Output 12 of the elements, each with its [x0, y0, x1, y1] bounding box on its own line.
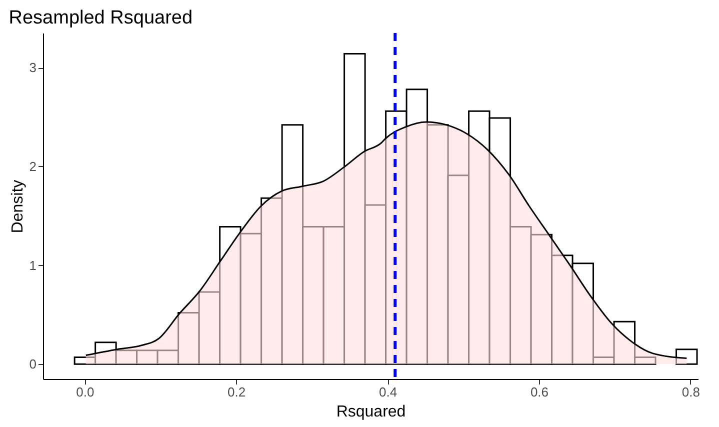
x-tick-label: 0.0: [76, 384, 94, 400]
y-tick-label: 3: [29, 60, 36, 76]
y-tick-label: 0: [29, 356, 36, 372]
x-tick-label: 0.6: [530, 384, 549, 400]
y-tick-label: 2: [29, 158, 36, 174]
chart-title: Resampled Rsquared: [8, 8, 193, 28]
x-axis-title: Rsquared: [336, 404, 406, 420]
x-tick-label: 0.4: [379, 384, 398, 400]
x-tick-label: 0.8: [682, 384, 700, 400]
y-tick-label: 1: [29, 258, 36, 273]
y-axis-title: Density: [9, 180, 26, 234]
x-tick-label: 0.2: [228, 384, 246, 400]
